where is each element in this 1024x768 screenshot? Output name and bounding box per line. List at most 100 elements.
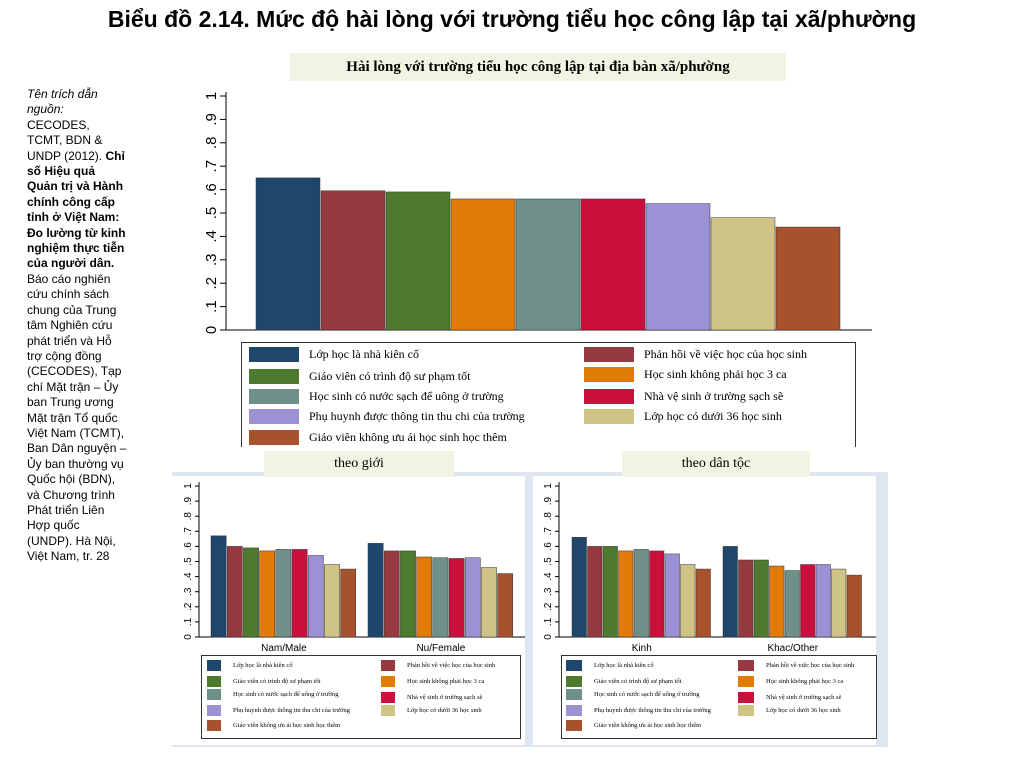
y-tick-label: .4 xyxy=(543,572,554,581)
y-tick-label: .3 xyxy=(183,587,194,596)
legend-label: Học sinh không phải học 3 ca xyxy=(644,367,787,381)
legend-label: Giáo viên có trình độ sư phạm tốt xyxy=(233,678,321,685)
y-tick-label: .8 xyxy=(203,137,220,150)
y-tick-label: 1 xyxy=(183,483,194,489)
bar-1-g0-s2 xyxy=(243,547,259,638)
bar-1-g1-s6 xyxy=(464,557,481,638)
legend-item: Giáo viên không ưu ái học sinh học thêm xyxy=(249,430,507,445)
legend-swatch xyxy=(584,389,634,404)
legend-swatch xyxy=(738,660,754,671)
bar-0-g0-s4 xyxy=(515,198,581,331)
legend-label: Học sinh có nước sạch để uông ở trường xyxy=(309,389,504,403)
legend-item: Học sinh không phải học 3 ca xyxy=(584,367,787,382)
source-citation: Tên trích dẫn nguồn: CECODES, TCMT, BDN … xyxy=(27,87,127,565)
legend-swatch xyxy=(249,409,299,424)
y-tick-label: .7 xyxy=(183,527,194,536)
legend-item: Lớp học có dưới 36 học sinh xyxy=(381,705,482,716)
legend-label: Giáo viên có trình độ sư phạm tốt xyxy=(594,678,682,685)
y-tick-label: 1 xyxy=(543,483,554,489)
bar-1-g0-s3 xyxy=(259,550,276,638)
y-tick-label: .2 xyxy=(183,602,194,611)
y-tick-label: 0 xyxy=(203,326,220,334)
legend-swatch xyxy=(738,705,754,716)
legend-item: Lớp học là nhà kiên cố xyxy=(566,660,654,671)
legend-swatch xyxy=(249,347,299,362)
y-tick-label: .8 xyxy=(183,512,194,521)
bar-0-g0-s2 xyxy=(385,191,451,331)
bar-2-g1-s7 xyxy=(831,568,847,638)
bar-1-g1-s4 xyxy=(432,557,449,638)
bar-2-g0-s5 xyxy=(649,550,665,638)
bar-0-g0-s5 xyxy=(580,198,646,331)
y-tick-label: .3 xyxy=(203,254,220,267)
legend-swatch xyxy=(738,676,754,687)
y-tick-label: .6 xyxy=(203,183,220,196)
bar-1-g1-s8 xyxy=(497,573,514,638)
bar-2-g1-s4 xyxy=(784,570,800,638)
y-tick-label: .1 xyxy=(543,617,554,626)
legend-label: Giáo viên không ưu ái học sinh học thêm xyxy=(309,430,507,444)
y-tick-label: .7 xyxy=(203,160,220,173)
legend-label: Phụ huynh được thông tin thu chi của trư… xyxy=(594,707,711,714)
x-category-label: Nu/Female xyxy=(416,643,465,654)
legend-item: Lớp học là nhà kiên cố xyxy=(249,347,419,362)
bar-2-g0-s0 xyxy=(571,537,587,638)
legend-item: Giáo viên có trình độ sư phạm tốt xyxy=(249,369,470,384)
bar-1-g0-s7 xyxy=(324,564,340,638)
bar-0-g0-s1 xyxy=(320,190,386,331)
y-tick-label: .2 xyxy=(203,277,220,290)
source-authors: CECODES, TCMT, BDN & UNDP (2012). xyxy=(27,117,103,163)
y-tick-label: .9 xyxy=(543,496,554,505)
legend-swatch xyxy=(566,689,582,700)
y-tick-label: .7 xyxy=(543,527,554,536)
bar-2-g0-s1 xyxy=(587,546,603,638)
legend-swatch xyxy=(381,660,395,671)
bar-2-g1-s0 xyxy=(722,546,738,638)
x-category-label: Kinh xyxy=(632,643,652,654)
main-chart-title: Hài lòng với trường tiểu học công lập tạ… xyxy=(290,53,786,81)
legend-label: Phụ huynh được thông tin thu chi của trư… xyxy=(233,707,350,714)
legend-swatch xyxy=(207,705,221,716)
y-tick-label: .5 xyxy=(203,207,220,220)
source-details: Báo cáo nghiên cứu chính sách chung của … xyxy=(27,271,127,564)
x-category-label: Nam/Male xyxy=(261,643,307,654)
bar-2-g1-s1 xyxy=(738,559,754,638)
legend-item: Phản hồi về việc học của học sinh xyxy=(381,660,495,671)
legend-label: Học sinh có nước sạch để uống ở trường xyxy=(233,691,339,698)
legend-item: Lớp học là nhà kiên cố xyxy=(207,660,293,671)
legend-item: Phản hồi về việc học của học sinh xyxy=(738,660,854,671)
bar-0-g0-s3 xyxy=(450,198,516,331)
bar-1-g1-s7 xyxy=(481,567,497,638)
bar-2-g0-s3 xyxy=(618,550,634,638)
gender-chart-title: theo giới xyxy=(264,451,454,477)
legend-item: Học sinh có nước sạch để uống ở trường xyxy=(566,689,699,700)
legend-swatch xyxy=(566,705,582,716)
legend-label: Lớp học là nhà kiên cố xyxy=(594,662,654,669)
y-tick-label: 0 xyxy=(183,634,194,640)
y-tick-label: .6 xyxy=(543,542,554,551)
bar-2-g0-s4 xyxy=(633,549,649,638)
bar-2-g0-s6 xyxy=(664,553,680,638)
bar-2-g0-s7 xyxy=(680,564,696,638)
gender-chart-legend: Lớp học là nhà kiên cố Phản hồi về việc h… xyxy=(201,655,521,739)
legend-swatch xyxy=(207,660,221,671)
bar-1-g0-s1 xyxy=(226,546,243,638)
legend-item: Học sinh có nước sạch để uống ở trường xyxy=(207,689,338,700)
y-tick-label: 0 xyxy=(543,634,554,640)
legend-swatch xyxy=(207,689,221,700)
legend-swatch xyxy=(738,692,754,703)
bar-2-g0-s8 xyxy=(695,568,711,638)
legend-swatch xyxy=(566,676,582,687)
y-tick-label: .5 xyxy=(543,557,554,566)
bar-2-g1-s2 xyxy=(753,559,769,638)
legend-item: Phụ huynh được thông tin thu chi của trư… xyxy=(249,409,525,424)
legend-item: Lớp học có dưới 36 học sinh xyxy=(738,705,841,716)
bar-2-g0-s2 xyxy=(602,546,618,638)
ethnicity-chart-legend: Lớp học là nhà kiên cố Phản hồi về việc h… xyxy=(561,655,877,739)
legend-item: Nhà vệ sinh ở trường sạch sẽ xyxy=(381,692,482,703)
bar-2-g1-s8 xyxy=(846,574,862,638)
bar-1-g1-s0 xyxy=(367,543,384,638)
y-tick-label: .3 xyxy=(543,587,554,596)
bar-1-g1-s1 xyxy=(383,550,400,638)
